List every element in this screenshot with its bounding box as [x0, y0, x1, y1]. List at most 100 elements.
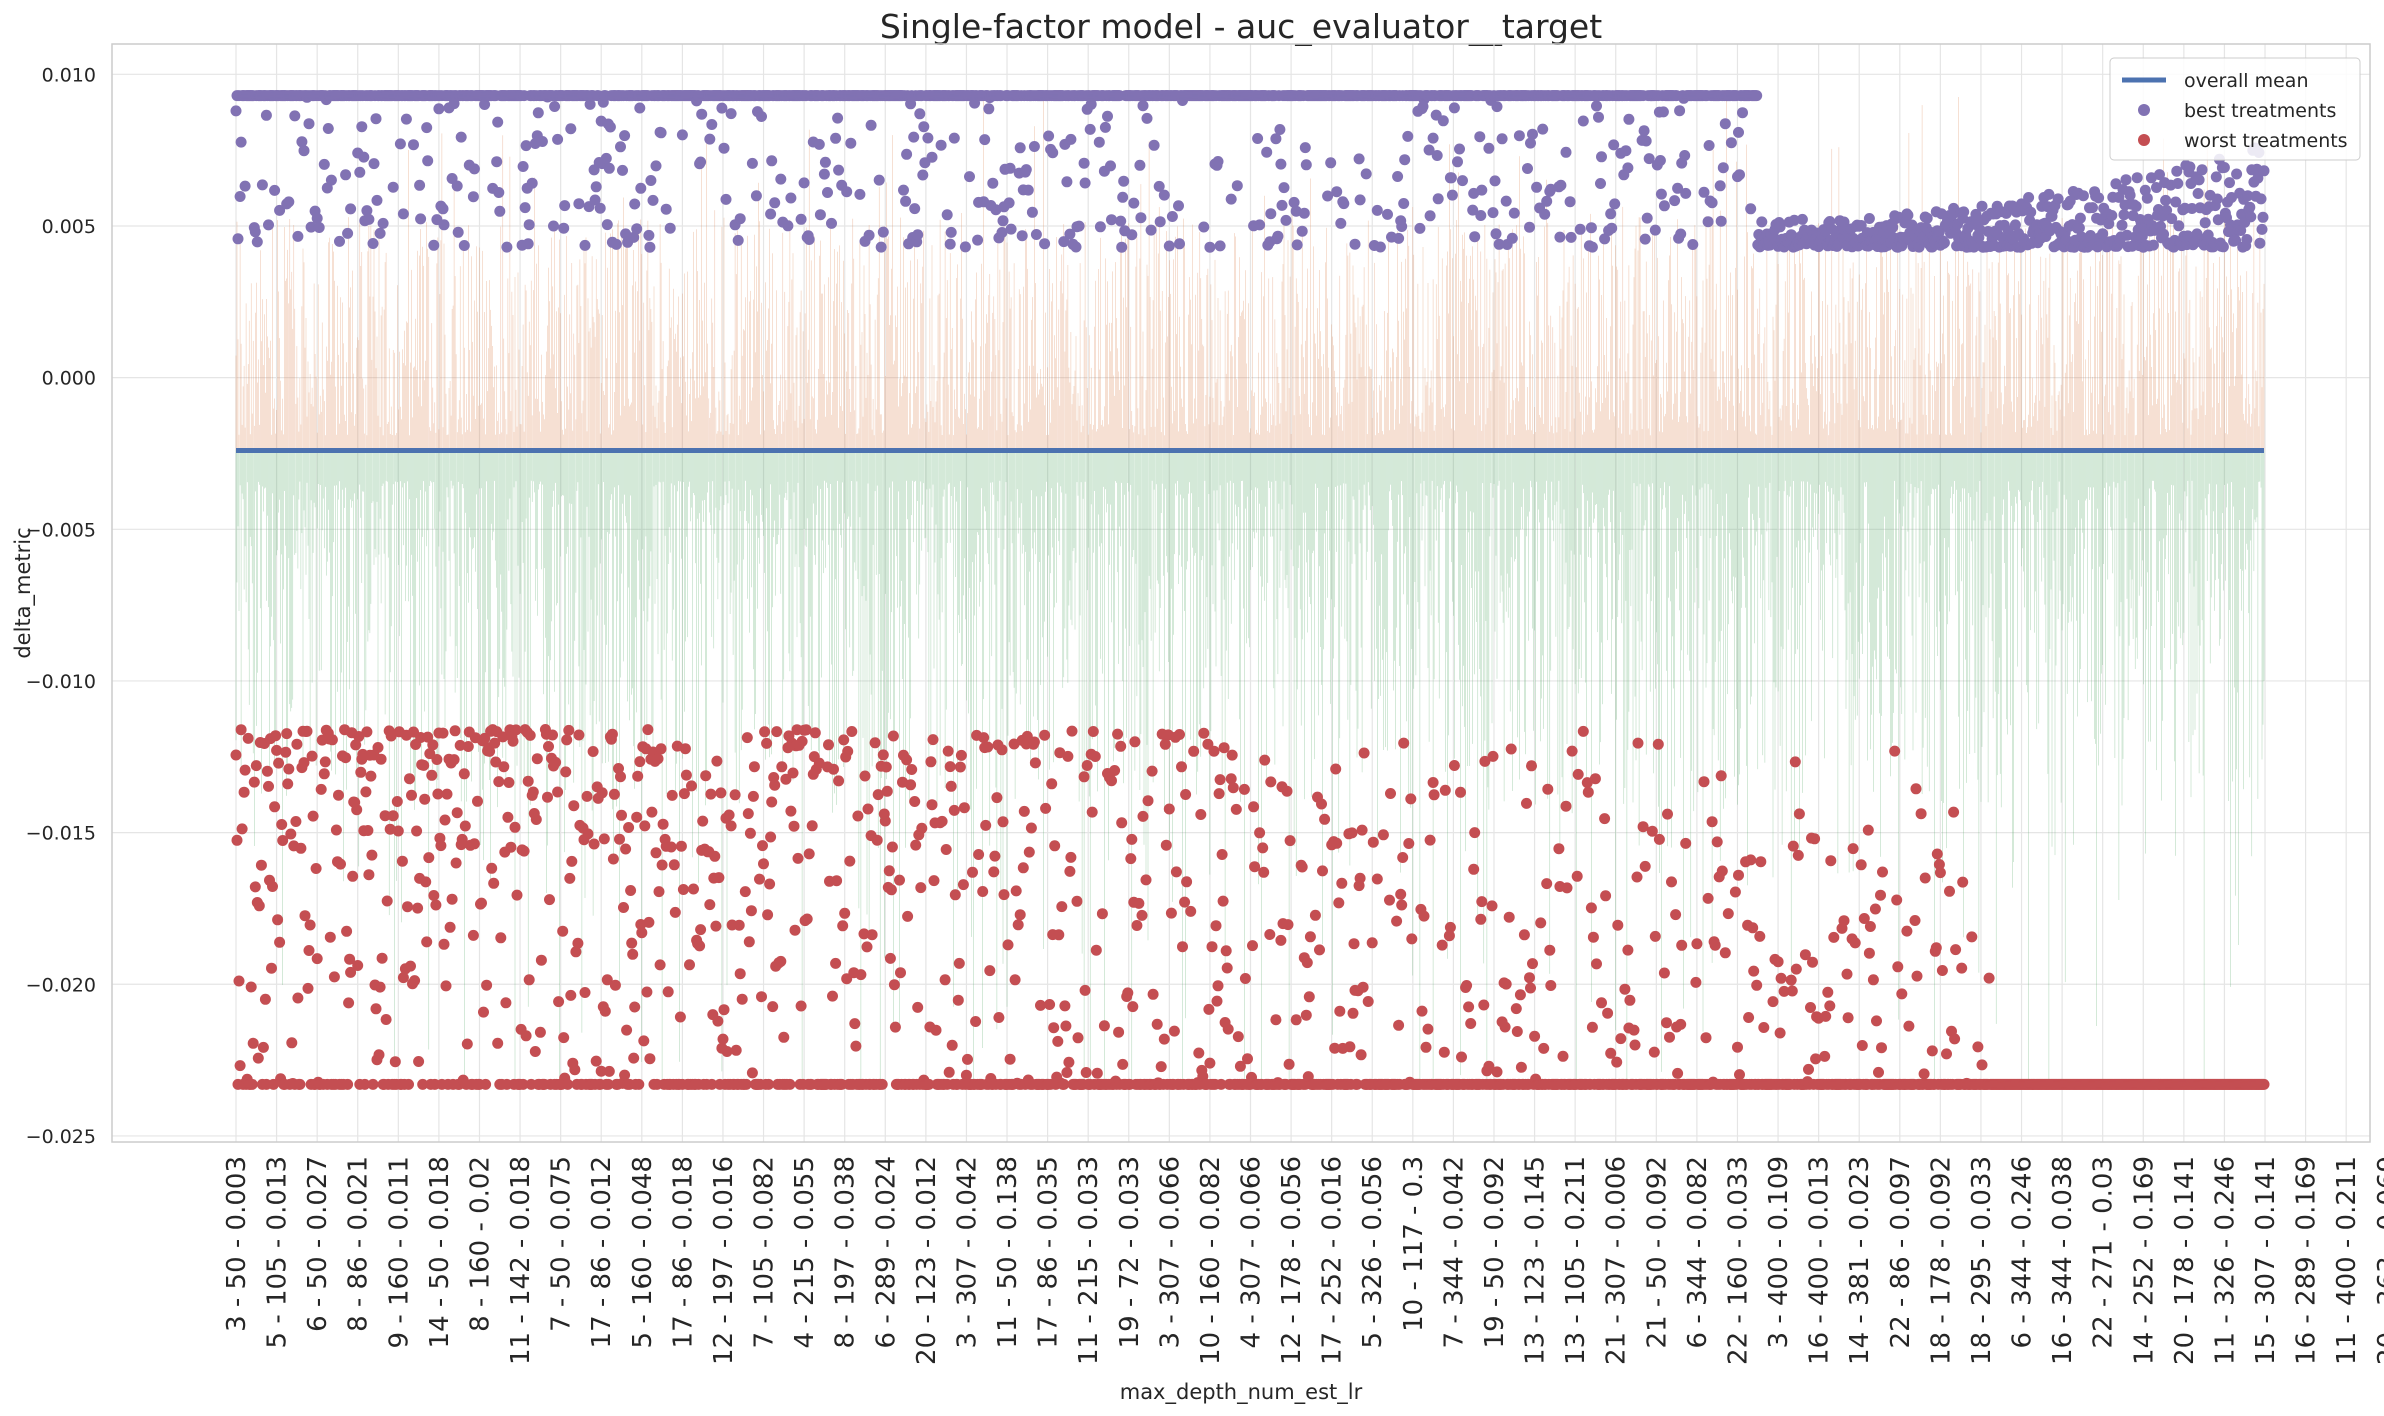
best-treatment-point — [367, 238, 379, 249]
best-treatment-point — [1737, 107, 1748, 119]
worst-treatment-point — [1048, 1022, 1060, 1034]
worst-treatment-point — [1863, 947, 1875, 959]
worst-treatment-point — [233, 975, 245, 987]
best-treatment-point — [2171, 165, 2183, 177]
best-treatment-point — [1725, 137, 1737, 149]
best-treatment-point — [1371, 204, 1383, 216]
best-treatment-point — [374, 227, 386, 239]
best-treatment-point — [1522, 163, 1533, 174]
best-treatment-point — [2154, 169, 2165, 181]
best-treatment-point — [1887, 221, 1899, 233]
best-treatment-point — [645, 175, 657, 186]
worst-treatment-point — [711, 755, 723, 767]
best-treatment-point — [1154, 216, 1166, 228]
x-tick-label: 4 - 307 - 0.066 — [1237, 1156, 1267, 1348]
worst-treatment-point — [427, 739, 439, 751]
best-treatment-point — [2120, 174, 2132, 186]
worst-treatment-point — [1691, 938, 1703, 950]
worst-treatment-point — [1599, 813, 1611, 825]
worst-treatment-point — [1918, 1068, 1930, 1080]
best-treatment-point — [2186, 203, 2198, 214]
best-treatment-point — [283, 196, 295, 208]
best-treatment-point — [2025, 206, 2037, 218]
worst-treatment-point — [402, 901, 413, 913]
worst-treatment-point — [1424, 834, 1436, 846]
worst-treatment-point — [1086, 806, 1098, 818]
best-treatment-point — [345, 203, 357, 215]
worst-treatment-point — [1910, 783, 1922, 795]
worst-treatment-point — [1680, 837, 1692, 849]
worst-treatment-point — [970, 1016, 982, 1027]
worst-treatment-point — [1040, 802, 1052, 814]
worst-treatment-point — [1675, 1018, 1687, 1030]
best-treatment-point — [2218, 162, 2230, 173]
worst-treatment-point — [1934, 867, 1946, 879]
worst-treatment-point — [1729, 886, 1741, 898]
best-treatment-point — [818, 168, 830, 180]
worst-treatment-point — [1855, 859, 1867, 871]
best-treatment-point — [1454, 143, 1465, 155]
best-treatment-point — [1153, 180, 1165, 192]
worst-treatment-point — [1029, 757, 1041, 769]
best-treatment-point — [695, 156, 707, 168]
best-treatment-point — [732, 234, 744, 246]
worst-treatment-point — [881, 785, 893, 797]
worst-treatment-point — [459, 820, 471, 832]
worst-treatment-point — [846, 726, 858, 737]
worst-treatment-point — [1213, 788, 1225, 800]
worst-treatment-point — [665, 841, 677, 853]
worst-treatment-point — [1838, 915, 1850, 927]
worst-treatment-point — [303, 945, 315, 956]
best-treatment-point — [1555, 179, 1567, 191]
best-treatment-point — [296, 136, 308, 148]
worst-treatment-point — [955, 749, 967, 761]
worst-treatment-point — [952, 994, 964, 1006]
worst-treatment-point — [522, 775, 534, 787]
worst-treatment-point — [628, 1052, 640, 1064]
best-treatment-point — [746, 157, 758, 169]
best-treatment-point — [322, 123, 334, 134]
worst-treatment-point — [1131, 920, 1143, 931]
worst-treatment-point — [242, 732, 254, 744]
worst-treatment-point — [511, 889, 523, 901]
best-treatment-point — [1467, 204, 1479, 216]
best-treatment-point — [909, 203, 921, 215]
worst-treatment-point — [839, 907, 851, 919]
best-treatment-point — [2184, 161, 2196, 173]
worst-treatment-point — [255, 859, 267, 871]
worst-treatment-point — [1225, 773, 1237, 785]
best-treatment-point — [603, 162, 615, 174]
best-treatment-point — [901, 148, 913, 160]
best-treatment-point — [356, 121, 368, 133]
best-treatment-point — [1424, 210, 1436, 222]
legend-box — [2109, 57, 2361, 161]
worst-treatment-point — [1589, 773, 1601, 785]
worst-treatment-point — [1772, 956, 1784, 968]
worst-treatment-point — [468, 838, 480, 850]
worst-treatment-point — [581, 790, 593, 802]
worst-treatment-point — [328, 971, 340, 983]
worst-treatment-point — [618, 902, 629, 913]
worst-treatment-point — [347, 870, 359, 882]
worst-treatment-point — [745, 905, 757, 917]
worst-treatment-point — [1303, 991, 1315, 1003]
worst-treatment-point — [928, 875, 940, 887]
worst-treatment-point — [330, 824, 342, 836]
best-treatment-point — [1641, 212, 1653, 224]
worst-treatment-point — [877, 749, 889, 761]
worst-treatment-point — [489, 737, 501, 749]
worst-treatment-point — [1122, 987, 1134, 999]
worst-treatment-point — [564, 872, 576, 884]
best-treatment-point — [1596, 151, 1607, 163]
worst-treatment-point — [1461, 980, 1473, 991]
best-treatment-point — [795, 213, 807, 225]
best-treatment-point — [1756, 216, 1768, 228]
best-treatment-point — [601, 219, 613, 231]
worst-treatment-point — [1637, 821, 1649, 833]
worst-treatment-point — [355, 766, 367, 778]
worst-treatment-point — [1206, 941, 1218, 953]
best-treatment-point — [1715, 215, 1727, 227]
worst-treatment-point — [1220, 945, 1232, 957]
worst-treatment-point — [430, 899, 442, 911]
legend-label-worst-treatments: worst treatments — [2184, 130, 2348, 152]
